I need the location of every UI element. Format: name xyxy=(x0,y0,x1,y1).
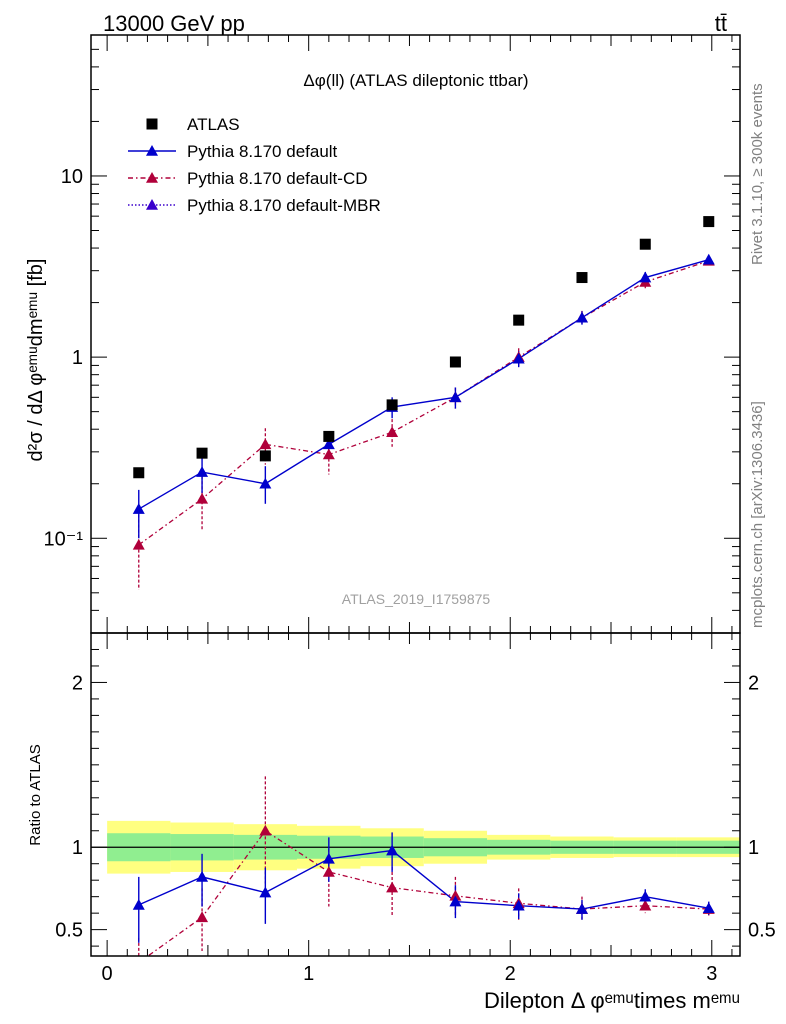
ratio-point-default-cd xyxy=(386,881,399,893)
legend-label: Pythia 8.170 default-CD xyxy=(187,169,368,188)
point-atlas xyxy=(513,314,525,326)
ratio-point-default-cd xyxy=(322,865,335,877)
point-default-cd xyxy=(196,492,209,504)
point-atlas xyxy=(386,399,398,411)
x-tick-label: 0 xyxy=(102,963,113,985)
point-atlas xyxy=(323,430,335,442)
point-atlas xyxy=(133,467,145,479)
ratio-point-default xyxy=(639,890,652,902)
point-default xyxy=(512,352,525,364)
point-atlas xyxy=(703,216,715,228)
ratio-y-axis-label: Ratio to ATLAS xyxy=(27,744,44,845)
ratio-point-default xyxy=(512,899,525,911)
ratio-line-default xyxy=(138,849,709,910)
point-default xyxy=(639,271,652,283)
rivet-label: Rivet 3.1.10, ≥ 300k events xyxy=(749,83,766,265)
mcplots-label: mcplots.cern.ch [arXiv:1306.3436] xyxy=(749,401,766,628)
point-atlas xyxy=(576,272,588,284)
collision-label: 13000 GeV pp xyxy=(103,11,245,36)
ratio-point-default xyxy=(322,852,335,864)
point-default-cd xyxy=(386,426,399,438)
ratio-point-default-cd xyxy=(449,889,462,901)
process-label: tt̄ xyxy=(715,11,727,36)
main-y-tick-label: 10 xyxy=(61,166,83,188)
point-default xyxy=(132,503,145,514)
series-line-default xyxy=(138,259,709,510)
legend-marker xyxy=(146,172,158,183)
point-default xyxy=(575,311,588,323)
point-default xyxy=(449,391,462,403)
ratio-point-default xyxy=(196,870,209,882)
ratio-plot-panel: 0.5 0.5 1 1 2 2 0 1 2 3 Ratio to ATLAS Dilepton Δ… xyxy=(27,632,776,1013)
ratio-y-tick-label-right: 0.5 xyxy=(748,920,776,942)
ratio-y-tick-label-right: 1 xyxy=(748,837,759,859)
point-default-cd xyxy=(259,438,272,450)
ratio-point-default xyxy=(386,844,399,856)
main-plot-marks: 10⁻¹ 1 10 xyxy=(44,34,740,634)
series-line-default-cd xyxy=(138,260,709,546)
ratio-y-tick-label-right: 2 xyxy=(748,672,759,694)
x-tick-label: 3 xyxy=(706,963,717,985)
point-default-cd xyxy=(322,448,335,460)
x-tick-label: 2 xyxy=(505,963,516,985)
ratio-series-group xyxy=(132,776,715,968)
legend-label: ATLAS xyxy=(187,115,240,134)
legend-label: Pythia 8.170 default-MBR xyxy=(187,196,381,215)
ratio-point-default xyxy=(449,895,462,907)
point-default xyxy=(322,438,335,450)
ratio-point-default xyxy=(702,902,715,914)
main-y-tick-label: 1 xyxy=(72,347,83,369)
ratio-point-default-cd xyxy=(639,899,652,911)
point-default xyxy=(702,253,715,265)
watermark: ATLAS_2019_I1759875 xyxy=(342,591,491,607)
point-atlas xyxy=(449,356,461,368)
ratio-point-default xyxy=(259,886,272,898)
main-y-tick-label: 10⁻¹ xyxy=(44,528,84,550)
point-default-cd xyxy=(132,538,145,550)
point-atlas xyxy=(196,447,208,459)
point-default xyxy=(196,466,209,477)
x-tick-label: 1 xyxy=(303,963,314,985)
ratio-y-tick-label: 1 xyxy=(72,837,83,859)
ratio-point-default-cd xyxy=(133,957,145,968)
ratio-plot-marks: 0.5 0.5 1 1 2 2 0 1 2 3 xyxy=(55,633,776,985)
ratio-plot-frame xyxy=(90,632,741,957)
main-title: Δφ(ll) (ATLAS dileptonic ttbar) xyxy=(303,71,528,90)
legend-marker xyxy=(146,145,158,156)
legend-marker-atlas xyxy=(146,118,158,130)
point-default xyxy=(259,477,272,489)
ratio-y-tick-label: 0.5 xyxy=(55,920,83,942)
legend-marker xyxy=(146,199,158,210)
ratio-point-default xyxy=(132,898,145,910)
ratio-point-default xyxy=(575,903,588,914)
point-atlas xyxy=(259,450,271,462)
ratio-point-default-cd xyxy=(259,824,272,836)
x-axis-label: Dilepton Δ φᵉᵐᵘtimes mᵉᵐᵘ xyxy=(484,988,740,1013)
legend: ATLAS Pythia 8.170 default Pythia 8.170 de… xyxy=(128,115,381,215)
point-atlas xyxy=(639,238,651,250)
ratio-y-tick-label: 2 xyxy=(72,672,83,694)
main-y-axis-label: d²σ / dΔ φᵉᵐᵘdmᵉᵐᵘ [fb] xyxy=(25,259,47,462)
ratio-point-default-cd xyxy=(196,911,209,923)
legend-label: Pythia 8.170 default xyxy=(187,142,338,161)
